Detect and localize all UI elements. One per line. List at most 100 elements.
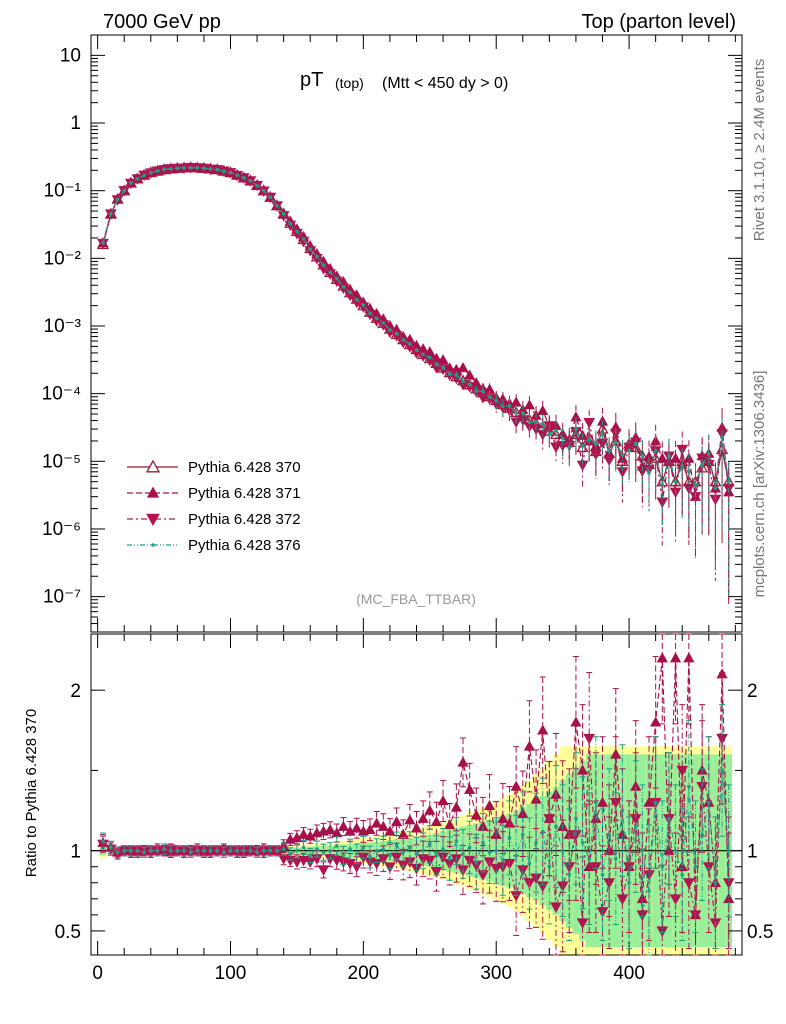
ratio-marker-dot (441, 847, 445, 851)
ratio-marker-dot (255, 850, 259, 855)
ratio-marker-up (377, 820, 389, 831)
marker-dot (467, 382, 472, 387)
ratio-marker-up (517, 807, 529, 819)
ratio-marker-dot (447, 856, 452, 861)
series-line (102, 166, 730, 503)
marker-triangle-up (669, 452, 682, 463)
ratio-marker-dot (414, 852, 419, 856)
ratio-marker-dot (461, 852, 465, 856)
ratio-marker-up (364, 823, 376, 835)
y-tick-label: 10⁻⁵ (42, 451, 81, 472)
marker-dot (567, 445, 572, 450)
ratio-marker-dot (261, 848, 266, 853)
ratio-marker-dot (534, 840, 538, 845)
ratio-marker-down (317, 865, 330, 876)
marker-dot (354, 297, 359, 302)
ratio-marker-down (676, 765, 689, 777)
ratio-marker-up (430, 815, 443, 827)
x-tick-label: 200 (348, 963, 380, 984)
ratio-marker-up (656, 652, 668, 663)
ratio-marker-dot (368, 855, 372, 859)
ratio-marker-dot (633, 824, 638, 829)
marker-triangle-down (277, 211, 290, 222)
marker-dot (182, 165, 186, 170)
series-3 (101, 165, 731, 596)
ratio-marker-down (350, 862, 363, 873)
marker-dot (427, 355, 432, 360)
marker-dot (520, 411, 525, 415)
marker-dot (122, 188, 127, 193)
marker-dot (248, 178, 253, 183)
marker-dot (527, 420, 532, 425)
marker-dot (321, 263, 326, 267)
ratio-marker-dot (155, 848, 160, 853)
ratio-marker-up (337, 820, 350, 831)
marker-dot (726, 479, 731, 484)
marker-dot (348, 290, 352, 295)
marker-dot (414, 348, 419, 352)
marker-dot (560, 436, 565, 440)
ratio-marker-dot (295, 848, 299, 853)
marker-dot (713, 486, 718, 491)
ratio-marker-up (537, 724, 549, 735)
plot-title-sub1: (top) (335, 75, 364, 91)
marker-dot (268, 195, 273, 200)
legend-entry: Pythia 6.428 371 (127, 485, 301, 502)
marker-dot (202, 166, 206, 170)
marker-triangle-down (324, 269, 336, 280)
marker-dot (547, 432, 552, 436)
ratio-marker-dot (427, 842, 432, 847)
marker-dot (341, 285, 346, 289)
ratio-marker-dot (680, 872, 685, 877)
ratio-marker-dot (135, 848, 140, 853)
ratio-marker-down (683, 878, 695, 889)
ratio-marker-dot (600, 872, 605, 877)
ratio-marker-dot (168, 848, 173, 853)
marker-triangle-down (683, 483, 695, 495)
ratio-marker-dot (507, 836, 512, 840)
ratio-marker-dot (288, 852, 293, 856)
marker-dot (162, 167, 166, 172)
ratio-marker-dot (487, 850, 492, 855)
ratio-marker-up (324, 823, 336, 835)
ratio-marker-up (683, 652, 695, 663)
ratio-marker-dot (501, 858, 505, 863)
header-left: 7000 GeV pp (103, 11, 221, 33)
rivet-version-text: Rivet 3.1.10, ≥ 2.4M events (751, 59, 768, 242)
marker-dot (434, 362, 439, 367)
ratio-marker-dot (202, 848, 206, 853)
marker-dot (361, 303, 366, 307)
legend-marker (145, 459, 161, 473)
marker-dot (680, 464, 685, 468)
ratio-marker-up (390, 815, 403, 827)
ratio-marker-down (477, 870, 489, 881)
marker-dot (667, 454, 671, 458)
ratio-marker-up (450, 801, 462, 812)
legend-label: Pythia 6.428 370 (188, 459, 301, 476)
ratio-marker-dot (388, 853, 392, 858)
ratio-marker-dot (660, 864, 665, 869)
legend-marker (146, 513, 160, 527)
ratio-marker-up (444, 819, 456, 830)
ratio-y-tick-label-left: 1 (70, 842, 81, 863)
ratio-marker-dot (408, 845, 412, 850)
marker-dot (328, 270, 332, 275)
marker-triangle-up (510, 396, 522, 407)
legend-entry: Pythia 6.428 372 (127, 511, 301, 528)
legend-label: Pythia 6.428 371 (188, 485, 301, 502)
marker-dot (381, 321, 386, 325)
marker-dot (188, 166, 193, 170)
analysis-watermark: (MC_FBA_TTBAR) (356, 591, 476, 607)
marker-dot (613, 440, 618, 445)
ratio-marker-dot (182, 848, 186, 853)
ratio-marker-dot (421, 848, 425, 853)
ratio-marker-up (437, 795, 449, 806)
ratio-marker-down (550, 902, 562, 913)
ratio-marker-dot (587, 856, 592, 861)
ratio-marker-dot (527, 861, 532, 866)
ratio-marker-dot (693, 864, 698, 869)
y-tick-label: 10⁻¹ (44, 181, 82, 202)
ratio-marker-dot (560, 848, 565, 853)
ratio-marker-dot (554, 824, 558, 829)
ratio-marker-dot (228, 848, 233, 853)
